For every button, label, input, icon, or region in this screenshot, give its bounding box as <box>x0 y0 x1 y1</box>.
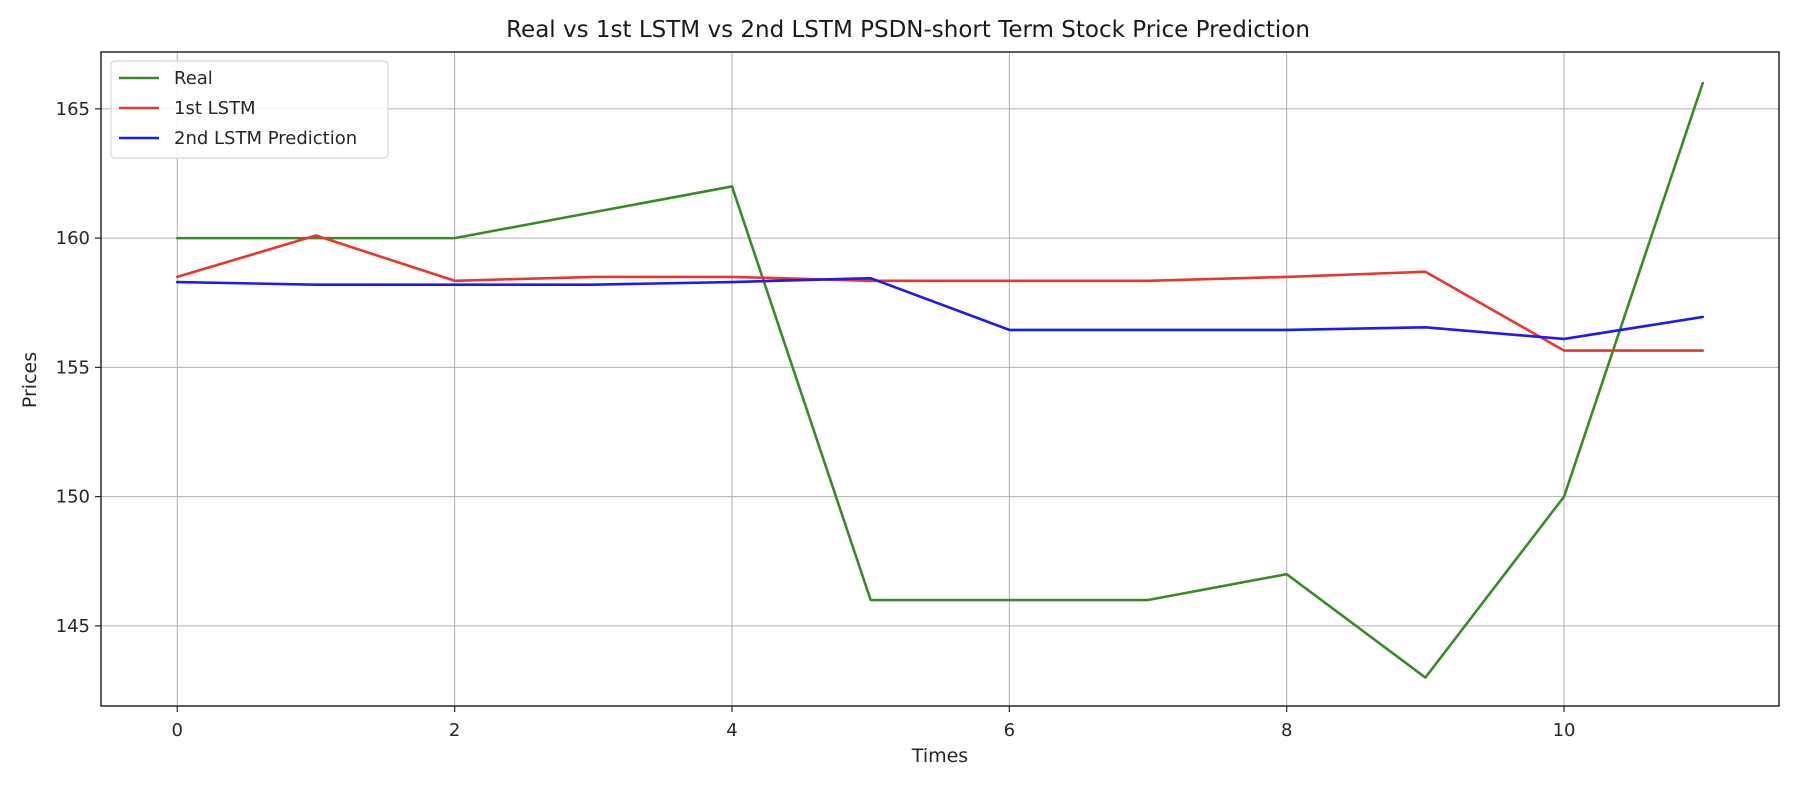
y-tick-label: 165 <box>56 99 90 120</box>
legend-label: 2nd LSTM Prediction <box>174 128 357 149</box>
y-tick-label: 160 <box>56 228 90 249</box>
chart-title: Real vs 1st LSTM vs 2nd LSTM PSDN-short … <box>506 17 1310 43</box>
x-axis-ticks: 0 2 4 6 8 10 <box>172 706 1576 741</box>
x-tick-label: 0 <box>172 720 183 741</box>
y-axis-label: Prices <box>19 352 41 408</box>
x-tick-label: 6 <box>1004 720 1015 741</box>
x-tick-label: 4 <box>726 720 737 741</box>
series-line-real <box>177 83 1702 678</box>
series-line-1st-lstm <box>177 236 1702 351</box>
x-tick-label: 10 <box>1553 720 1576 741</box>
legend: Real 1st LSTM 2nd LSTM Prediction <box>111 61 388 158</box>
series-lines <box>177 83 1702 678</box>
legend-label: 1st LSTM <box>174 98 256 119</box>
y-tick-label: 145 <box>56 616 90 637</box>
y-tick-label: 155 <box>56 357 90 378</box>
x-tick-label: 8 <box>1281 720 1292 741</box>
y-axis-ticks: 145 150 155 160 165 <box>56 99 101 637</box>
y-tick-label: 150 <box>56 487 90 508</box>
legend-label: Real <box>174 68 213 89</box>
x-tick-label: 2 <box>449 720 460 741</box>
x-axis-label: Times <box>911 745 968 767</box>
series-line-2nd-lstm-prediction <box>177 278 1702 339</box>
